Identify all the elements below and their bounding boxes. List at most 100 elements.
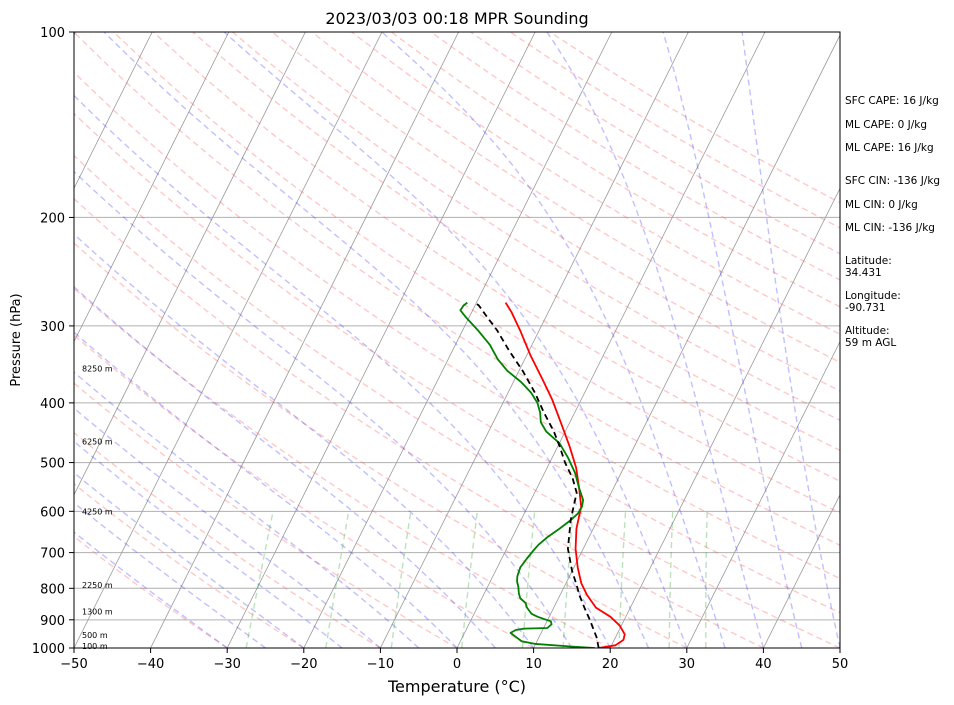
height-label: 6250 m	[82, 437, 113, 446]
isotherm-40	[763, 493, 840, 648]
x-tick-label: 10	[525, 657, 542, 672]
x-axis-label: Temperature (°C)	[387, 677, 526, 696]
dry-adiabat	[74, 482, 305, 648]
isotherm-10	[533, 34, 840, 648]
moist-adiabat	[546, 32, 765, 648]
x-tick-label: 30	[679, 657, 696, 672]
isotherm--70	[74, 32, 230, 343]
moist-adiabat	[74, 471, 305, 648]
x-tick-label: 50	[832, 657, 849, 672]
ml-cape-text-2: ML CAPE: 16 J/kg	[845, 142, 934, 154]
ml-cape-text-1: ML CAPE: 0 J/kg	[845, 119, 928, 131]
moist-adiabat	[381, 32, 726, 648]
altitude-text: Altitude: 59 m AGL	[845, 325, 897, 349]
x-tick-label: −20	[290, 657, 317, 672]
x-tick-label: 0	[453, 657, 461, 672]
longitude-text: Longitude: -90.731	[845, 290, 901, 314]
dry-adiabat	[271, 32, 840, 392]
y-tick-label: 300	[40, 320, 65, 335]
mixing-ratio-line	[705, 511, 708, 648]
dry-adiabat	[74, 112, 840, 614]
height-labels: 8250 m 6250 m 4250 m 2250 m 1300 m 500 m 100 m	[82, 365, 113, 651]
y-tick-label: 800	[40, 582, 65, 597]
isotherm--60	[74, 32, 306, 496]
ml-cin-text-1: ML CIN: 0 J/kg	[845, 199, 918, 211]
x-tick-label: −40	[137, 657, 164, 672]
sfc-cape-text: SFC CAPE: 16 J/kg	[845, 95, 939, 107]
height-label: 1300 m	[82, 607, 113, 616]
x-tick-label: 40	[755, 657, 772, 672]
dry-adiabat	[74, 71, 840, 580]
x-tick-label: −50	[60, 657, 87, 672]
isotherm-30	[686, 340, 840, 648]
height-label: 500 m	[82, 631, 108, 640]
y-axis-label: Pressure (hPa)	[9, 293, 24, 386]
height-label: 4250 m	[82, 507, 113, 516]
isotherm--80	[74, 32, 153, 190]
dry-adiabat	[113, 32, 840, 514]
y-tick-label: 100	[40, 26, 65, 41]
sfc-cin-text: SFC CIN: -136 J/kg	[845, 175, 941, 187]
isotherm-20	[609, 187, 840, 648]
x-tick-label: 20	[602, 657, 619, 672]
moist-adiabat	[74, 407, 381, 648]
dry-adiabat	[74, 535, 228, 648]
mixing-ratio-line	[390, 511, 412, 648]
y-tick-label: 400	[40, 397, 65, 412]
dry-adiabat	[74, 431, 381, 648]
dry-adiabat	[74, 242, 688, 648]
dry-adiabat	[74, 154, 840, 648]
mixing-ratio-lines	[245, 511, 708, 648]
moist-adiabat	[74, 94, 611, 648]
moist-adiabat	[74, 501, 266, 648]
moist-adiabat	[74, 233, 535, 648]
profile-line-2	[459, 301, 595, 648]
mixing-ratio-line	[668, 511, 674, 648]
dry-adiabat	[232, 32, 840, 422]
moist-adiabat	[662, 32, 803, 648]
moist-adiabat	[741, 32, 840, 648]
isotherm-0	[456, 32, 766, 648]
moist-adiabat	[74, 285, 496, 648]
moist-adiabat	[74, 331, 458, 648]
moist-adiabat-lines	[74, 32, 840, 648]
height-label: 2250 m	[82, 581, 113, 590]
dry-adiabat-lines	[74, 32, 840, 648]
y-axis-ticks: 100 200 300 400 500 600 700 800 900 1000	[32, 26, 74, 657]
dry-adiabat	[74, 334, 534, 648]
isobar-gridlines	[74, 32, 840, 648]
mixing-ratio-line	[461, 511, 479, 648]
y-tick-label: 200	[40, 211, 65, 226]
x-axis-ticks: −50 −40 −30 −20 −10 0 10 20 30 40 50	[60, 648, 848, 672]
x-tick-label: −30	[213, 657, 240, 672]
chart-title: 2023/03/03 00:18 MPR Sounding	[325, 9, 588, 28]
moist-adiabat	[74, 531, 228, 648]
dry-adiabat	[74, 32, 840, 547]
isotherm--40	[150, 32, 459, 648]
plot-frame	[73, 31, 841, 649]
latitude-text: Latitude: 34.431	[845, 255, 892, 279]
isotherm--20	[303, 32, 613, 648]
isotherm--50	[74, 32, 383, 648]
y-tick-label: 600	[40, 505, 65, 520]
y-tick-label: 1000	[32, 642, 65, 657]
dry-adiabat	[390, 32, 840, 308]
sounding-profiles	[459, 301, 626, 648]
isotherm-lines	[74, 32, 840, 648]
dry-adiabat	[351, 32, 840, 336]
isotherm--10	[380, 32, 689, 648]
y-tick-label: 500	[40, 457, 65, 472]
profile-line-3	[474, 301, 600, 648]
moist-adiabat	[223, 32, 688, 648]
x-tick-label: −10	[367, 657, 394, 672]
dry-adiabat	[74, 287, 611, 648]
height-label: 8250 m	[82, 365, 113, 374]
profile-line-1	[504, 302, 626, 648]
ml-cin-text-2: ML CIN: -136 J/kg	[845, 222, 935, 234]
moist-adiabat	[74, 440, 343, 648]
dry-adiabat	[74, 197, 764, 648]
isotherm--30	[226, 32, 536, 648]
y-tick-label: 700	[40, 547, 65, 562]
mixing-ratio-line	[245, 511, 274, 648]
